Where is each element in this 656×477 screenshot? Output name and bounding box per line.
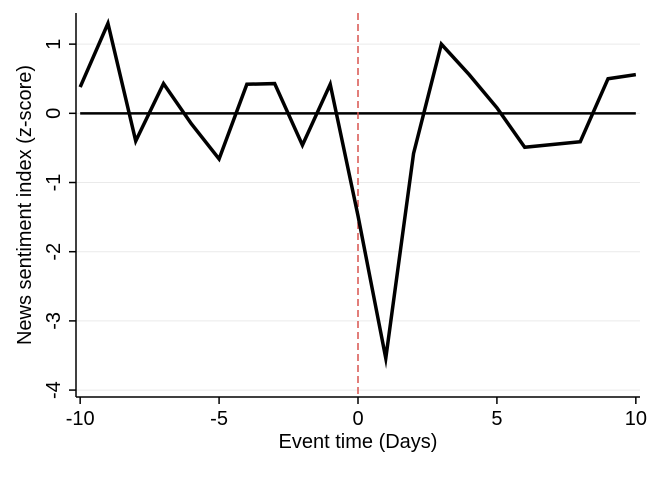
y-tick-label-5: 1 (43, 39, 65, 50)
y-tick-label-1: -3 (43, 312, 65, 330)
y-tick-label-2: -2 (43, 243, 65, 261)
x-tick-label-4: 10 (625, 408, 647, 430)
y-ticks: -4 -3 -2 -1 0 1 (43, 39, 76, 399)
x-tick-label-1: -5 (210, 408, 228, 430)
reference-lines (80, 13, 636, 397)
series-layer (78, 17, 637, 369)
y-tick-label-0: -4 (43, 381, 65, 399)
y-axis-title: News sentiment index (z-score) (14, 65, 36, 345)
x-tick-label-2: 0 (352, 408, 363, 430)
x-axis-title: Event time (Days) (279, 431, 438, 453)
x-ticks: -10 -5 0 5 10 (66, 397, 647, 430)
x-tick-label-3: 5 (491, 408, 502, 430)
y-tick-label-4: 0 (43, 108, 65, 119)
y-tick-label-3: -1 (43, 174, 65, 192)
x-tick-label-0: -10 (66, 408, 95, 430)
